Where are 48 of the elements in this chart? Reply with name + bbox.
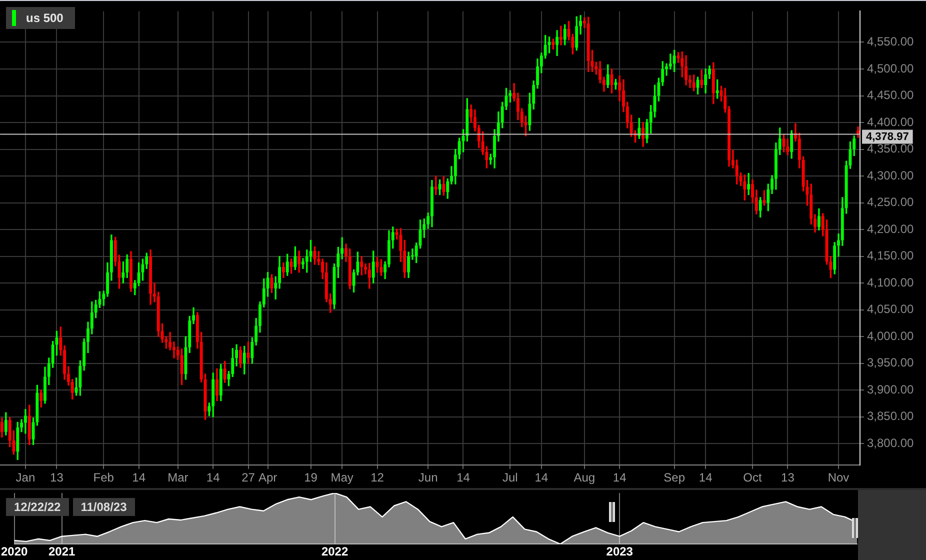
x-tick-label: Jul xyxy=(502,470,518,485)
x-tick-label: 2022 xyxy=(321,544,348,559)
y-tick-label: 4,400.00 xyxy=(867,114,914,129)
x-tick-label: Feb xyxy=(93,470,114,485)
x-tick-label: 14 xyxy=(612,470,627,485)
x-tick-label: 13 xyxy=(50,470,64,485)
candlestick xyxy=(24,409,27,434)
x-tick-label: 14 xyxy=(132,470,146,485)
annotation: 11/08/23 xyxy=(72,498,135,516)
x-tick-label: 19 xyxy=(304,470,318,485)
y-tick-label: 4,300.00 xyxy=(867,168,914,182)
x-tick-label: Oct xyxy=(743,470,763,485)
x-tick-label: Apr xyxy=(258,470,278,485)
candlestick xyxy=(560,26,562,46)
x-tick-label: Aug xyxy=(574,470,596,485)
x-tick-label: 14 xyxy=(206,470,220,485)
x-tick-label: 2020 xyxy=(0,544,28,559)
x-tick-label: Mar xyxy=(168,470,188,485)
x-tick-label: Jun xyxy=(418,470,438,485)
y-tick-label: 3,850.00 xyxy=(867,409,914,424)
x-tick-label: 14 xyxy=(456,470,470,485)
y-tick-label: 4,250.00 xyxy=(867,195,914,210)
x-tick-label: 27 xyxy=(242,470,256,485)
annotation: 12/22/22 xyxy=(6,498,69,516)
y-tick-label: 3,900.00 xyxy=(867,382,914,396)
y-tick-label: 4,200.00 xyxy=(867,222,914,236)
y-tick-label: 4,100.00 xyxy=(867,275,914,290)
y-tick-label: 4,150.00 xyxy=(867,248,914,263)
y-tick-label: 3,800.00 xyxy=(867,436,914,450)
y-tick-label: 4,000.00 xyxy=(867,328,914,343)
y-tick-label: 3,950.00 xyxy=(867,356,914,370)
y-tick-label: 4,050.00 xyxy=(867,302,914,316)
y-tick-label: 4,450.00 xyxy=(867,88,914,102)
x-tick-label: 14 xyxy=(534,470,548,485)
y-tick-label: 4,500.00 xyxy=(867,61,914,76)
x-tick-label: 2023 xyxy=(606,544,634,559)
ref-line-label: 4,378.97 xyxy=(866,130,909,143)
y-tick-label: 4,550.00 xyxy=(867,34,914,49)
x-tick-label: 13 xyxy=(781,470,795,485)
legend-label: us 500 xyxy=(26,11,64,25)
x-tick-label: 14 xyxy=(698,470,713,485)
y-tick-label: 4,350.00 xyxy=(867,142,914,156)
x-tick-label: Sep xyxy=(664,470,686,485)
x-tick-label: 12 xyxy=(370,470,384,485)
x-tick-label: 2021 xyxy=(48,544,76,559)
x-tick-label: May xyxy=(330,470,354,485)
x-tick-label: Jan xyxy=(16,470,36,485)
x-tick-label: Nov xyxy=(828,470,850,485)
